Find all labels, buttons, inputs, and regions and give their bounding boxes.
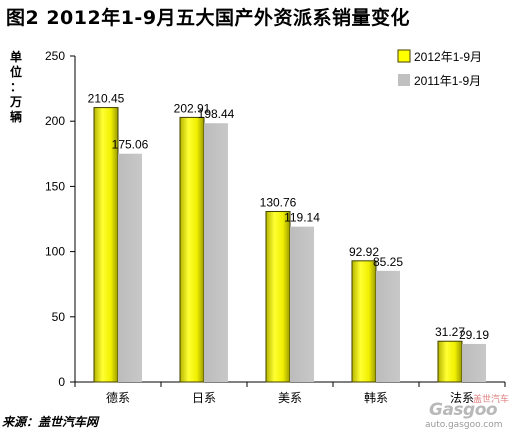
- bar-2012-2: [265, 210, 291, 383]
- watermark-cn: 盖世汽车: [473, 395, 510, 405]
- y-tick-label: 0: [58, 375, 65, 389]
- data-label: 175.06: [112, 138, 149, 152]
- bar-2012-1: [179, 116, 205, 383]
- axes: 0 50 100 150 200 250 德系 日系 美系 韩系 法系: [45, 49, 506, 405]
- bar-2011-4: [462, 343, 486, 382]
- legend-label: 2011年1-9月: [414, 74, 481, 88]
- source-note: 来源：盖世汽车网: [2, 415, 99, 429]
- y-tick-label: 50: [52, 310, 66, 324]
- legend-swatch-2011: [398, 74, 410, 86]
- x-tick-label: 德系: [106, 390, 130, 405]
- y-axis-label-char: 辆: [10, 110, 23, 124]
- bar-2012-0: [93, 107, 119, 383]
- y-tick-label: 250: [45, 49, 65, 63]
- bar-2011-3: [376, 270, 400, 382]
- data-label: 202.91: [174, 101, 211, 115]
- legend: 2012年1-9月 2011年1-9月: [397, 49, 482, 88]
- x-tick-label: 日系: [192, 391, 216, 405]
- bars: [93, 107, 486, 383]
- data-label: 29.19: [459, 328, 489, 342]
- bar-2011-0: [118, 153, 142, 382]
- chart-title: 图2 2012年1-9月五大国产外资派系销量变化: [6, 7, 411, 29]
- data-label: 198.44: [198, 107, 235, 121]
- bar-2012-3: [351, 260, 377, 383]
- watermark-url: auto.gasgoo.com: [425, 420, 503, 430]
- y-axis-label-char: 位: [10, 65, 23, 79]
- bar-2012-4: [437, 340, 463, 383]
- y-axis-label-char: 单: [10, 50, 23, 64]
- bar-2011-2: [290, 226, 314, 382]
- y-tick-label: 200: [45, 114, 65, 128]
- data-label: 85.25: [373, 255, 403, 269]
- y-tick-label: 100: [45, 245, 65, 259]
- x-tick-label: 法系: [450, 391, 474, 405]
- gasgoo-watermark-logo: 盖世汽车 Gasgoo auto.gasgoo.com: [425, 392, 515, 432]
- y-tick-label: 150: [45, 179, 65, 193]
- watermark-brand: Gasgoo: [429, 400, 498, 420]
- y-axis-label-char: ：: [10, 80, 23, 94]
- legend-label: 2012年1-9月: [414, 50, 482, 64]
- data-label: 119.14: [284, 211, 320, 225]
- data-label: 210.45: [88, 92, 125, 106]
- data-label: 31.27: [435, 325, 465, 339]
- x-tick-label: 美系: [278, 391, 302, 405]
- legend-swatch-2012: [397, 49, 411, 63]
- data-label: 92.92: [349, 245, 379, 259]
- x-tick-label: 韩系: [364, 390, 388, 405]
- bar-2011-1: [204, 123, 228, 382]
- y-axis-label-char: 万: [10, 95, 23, 109]
- data-label: 130.76: [260, 195, 297, 209]
